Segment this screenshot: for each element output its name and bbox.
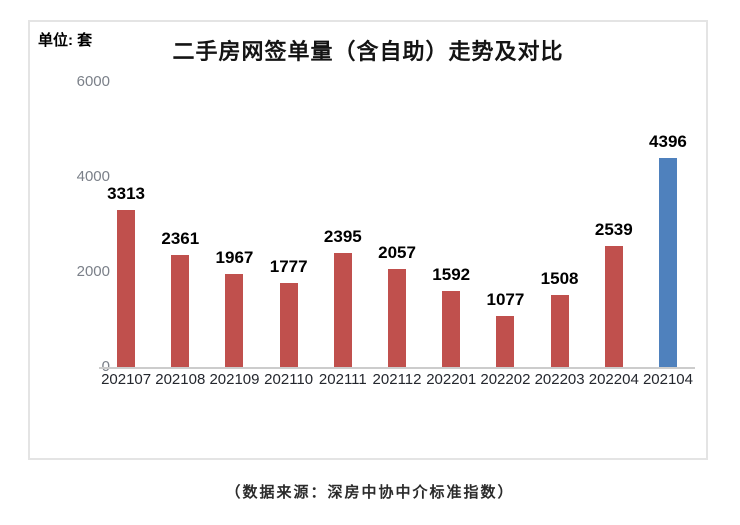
bar <box>658 158 677 367</box>
bar-value-label: 1508 <box>540 269 579 288</box>
x-tick-label: 202111 <box>318 371 367 388</box>
y-tick-label: 6000 <box>76 73 110 90</box>
bar-slot: 2395 <box>316 82 370 367</box>
bar-value-label: 2361 <box>161 229 200 248</box>
x-tick-label: 202202 <box>480 371 531 388</box>
y-tick-label: 0 <box>101 358 110 375</box>
bar <box>225 274 244 367</box>
x-tick-label: 202109 <box>209 371 260 388</box>
bar <box>388 269 407 367</box>
chart-title: 二手房网签单量（含自助）走势及对比 <box>172 39 564 64</box>
bar <box>171 255 190 367</box>
chart-container: 单位: 套 二手房网签单量（含自助）走势及对比 0 2000 4000 6000 33… <box>28 20 708 460</box>
bar-slot: 4396 <box>641 82 695 367</box>
bar-slot: 1592 <box>424 82 478 367</box>
x-tick-label: 202108 <box>155 371 206 388</box>
bar-value-label: 1077 <box>486 290 525 309</box>
x-tick-label: 202107 <box>101 371 152 388</box>
unit-label: 单位: 套 <box>38 32 93 49</box>
x-tick-label: 202112 <box>372 371 422 388</box>
x-tick-label: 202110 <box>264 371 314 388</box>
bar-slot: 2057 <box>370 82 424 367</box>
bar-value-label: 2395 <box>323 227 362 246</box>
bar-value-label: 3313 <box>107 184 145 203</box>
bar-slot: 1967 <box>207 82 261 367</box>
bar-slot: 2361 <box>153 82 207 367</box>
bar-slot: 1508 <box>533 82 587 367</box>
bar <box>550 295 569 367</box>
bar-slot: 1077 <box>478 82 532 367</box>
plot-area: 3313 2361 1967 1777 2395 2057 1592 1077 1508 2539… <box>99 82 695 369</box>
x-axis-labels: 202107 202108 202109 202110 202111 202112 2022… <box>99 371 695 388</box>
y-tick-label: 4000 <box>76 168 110 185</box>
y-tick-label: 2000 <box>76 263 110 280</box>
bar-value-label: 1967 <box>215 248 254 267</box>
bar-value-label: 1592 <box>432 265 471 284</box>
bar-value-label: 2057 <box>378 243 416 262</box>
bar-value-label: 1777 <box>269 257 308 276</box>
bar-value-label: 4396 <box>649 132 687 151</box>
bar-slot: 2539 <box>587 82 641 367</box>
bar-slot: 1777 <box>262 82 316 367</box>
bar <box>442 291 461 367</box>
bar-value-label: 2539 <box>594 220 633 239</box>
x-tick-label: 202204 <box>588 371 639 388</box>
bar <box>117 210 136 367</box>
bar <box>604 246 623 367</box>
bar <box>279 283 298 367</box>
bar <box>496 316 515 367</box>
bar <box>333 253 352 367</box>
source-caption: （数据来源：深房中协中介标准指数） <box>225 484 515 501</box>
x-tick-label: 202203 <box>534 371 585 388</box>
bar-slot: 3313 <box>99 82 153 367</box>
x-tick-label: 202201 <box>426 371 477 388</box>
y-axis: 0 2000 4000 6000 <box>44 22 110 458</box>
x-tick-label: 202104 <box>642 371 693 388</box>
